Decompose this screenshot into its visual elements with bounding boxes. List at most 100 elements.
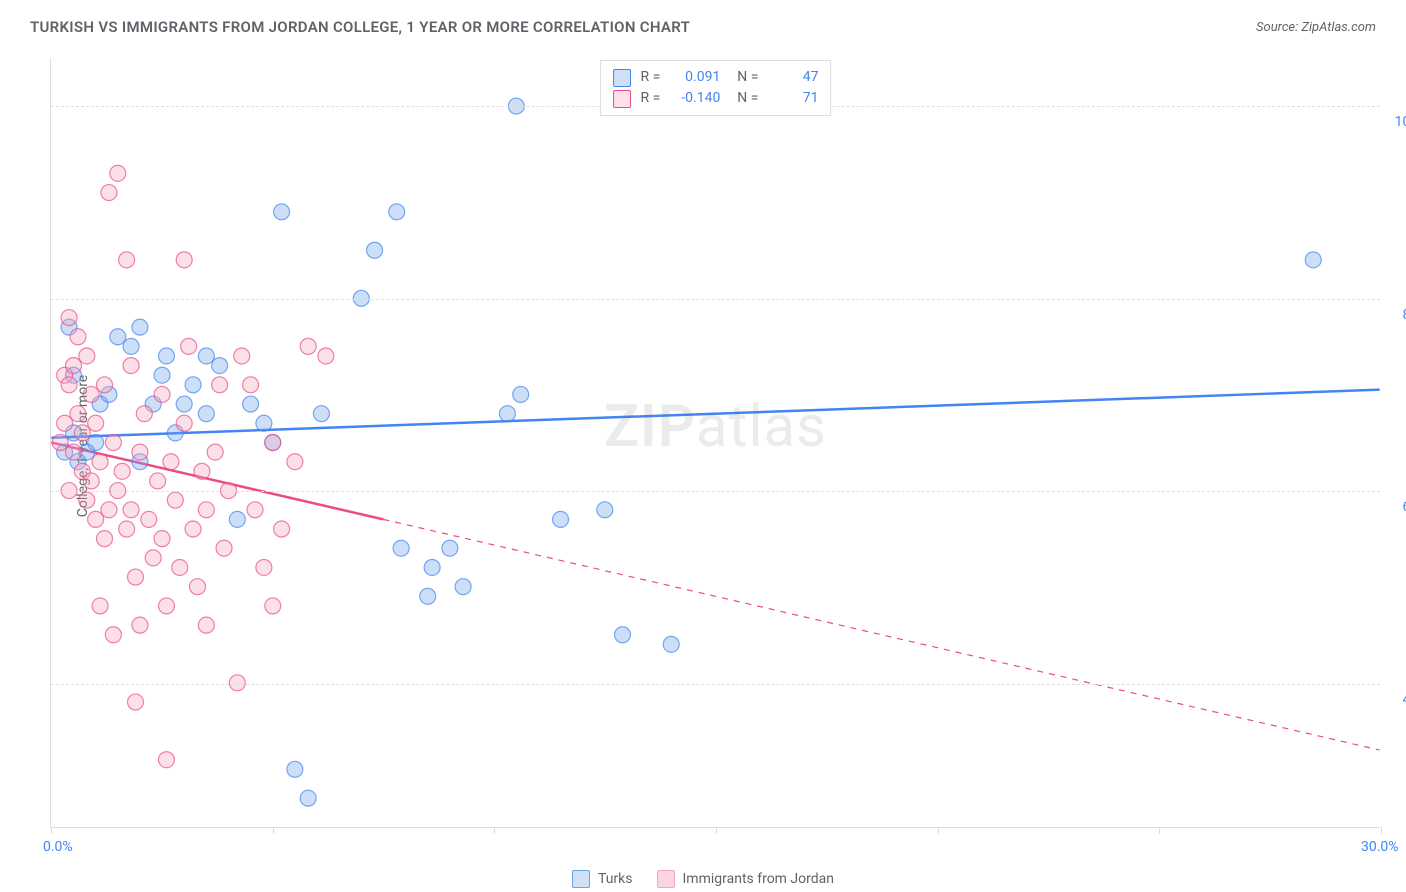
data-point [185,521,201,537]
data-point [194,463,210,479]
x-tick [494,827,495,834]
y-tick-label: 100.0% [1395,114,1406,130]
data-point [189,579,205,595]
data-point [176,415,192,431]
data-point [420,588,436,604]
data-point [123,338,139,354]
legend-swatch-icon [613,69,631,87]
y-tick-label: 60.0% [1402,499,1406,515]
data-point [52,435,68,451]
data-point [216,540,232,556]
data-point [88,435,104,451]
legend-item: Turks [572,870,633,888]
data-point [154,386,170,402]
legend-r-value: -0.140 [670,88,720,109]
data-point [119,252,135,268]
data-point [61,377,77,393]
data-point [158,752,174,768]
data-point [313,406,329,422]
x-tick [1159,827,1160,834]
data-point [367,242,383,258]
data-point [274,521,290,537]
x-tick-label: 0.0% [43,839,73,855]
data-point [499,406,515,422]
data-point [300,790,316,806]
data-point [274,204,290,220]
data-point [57,415,73,431]
data-point [318,348,334,364]
data-point [265,598,281,614]
data-point [553,511,569,527]
legend-n-label: N = [730,67,758,88]
correlation-legend: R = 0.091 N = 47 R = -0.140 N = 71 [600,60,832,116]
x-tick-label: 30.0% [1361,839,1399,855]
data-point [110,329,126,345]
data-point [198,348,214,364]
data-point [176,396,192,412]
regression-line-extrapolated [383,519,1379,750]
chart-title: TURKISH VS IMMIGRANTS FROM JORDAN COLLEG… [30,18,690,36]
x-tick [1381,827,1382,834]
data-point [123,502,139,518]
data-point [424,559,440,575]
data-point [132,319,148,335]
y-tick-label: 80.0% [1402,307,1406,323]
data-point [442,540,458,556]
legend-swatch-icon [572,870,590,888]
data-point [198,617,214,633]
data-point [83,386,99,402]
data-point [229,511,245,527]
data-point [150,473,166,489]
data-point [92,598,108,614]
data-point [114,463,130,479]
data-point [145,550,161,566]
legend-item-label: Immigrants from Jordan [683,871,835,887]
data-point [66,358,82,374]
data-point [97,377,113,393]
data-point [141,511,157,527]
data-point [163,454,179,470]
data-point [61,310,77,326]
data-point [198,502,214,518]
legend-row: R = 0.091 N = 47 [613,67,819,88]
data-point [207,444,223,460]
legend-item: Immigrants from Jordan [657,870,835,888]
legend-swatch-icon [613,90,631,108]
data-point [119,521,135,537]
data-point [83,473,99,489]
data-point [70,329,86,345]
data-point [127,694,143,710]
x-tick [273,827,274,834]
source-attribution: Source: ZipAtlas.com [1256,20,1376,35]
data-point [234,348,250,364]
data-point [287,454,303,470]
data-point [101,502,117,518]
data-point [1305,252,1321,268]
data-point [256,415,272,431]
data-point [127,569,143,585]
data-point [265,435,281,451]
legend-item-label: Turks [598,871,633,887]
data-point [181,338,197,354]
data-point [132,444,148,460]
x-tick [716,827,717,834]
data-point [136,406,152,422]
data-point [393,540,409,556]
data-point [243,396,259,412]
legend-swatch-icon [657,870,675,888]
data-point [247,502,263,518]
legend-r-label: R = [641,67,661,88]
data-point [172,559,188,575]
x-tick [51,827,52,834]
series-legend: Turks Immigrants from Jordan [572,870,834,888]
legend-r-label: R = [641,88,661,109]
data-point [256,559,272,575]
data-point [101,185,117,201]
x-tick [938,827,939,834]
data-point [105,627,121,643]
gridline [51,299,1380,300]
data-point [300,338,316,354]
gridline [51,491,1380,492]
data-point [158,348,174,364]
data-point [66,444,82,460]
